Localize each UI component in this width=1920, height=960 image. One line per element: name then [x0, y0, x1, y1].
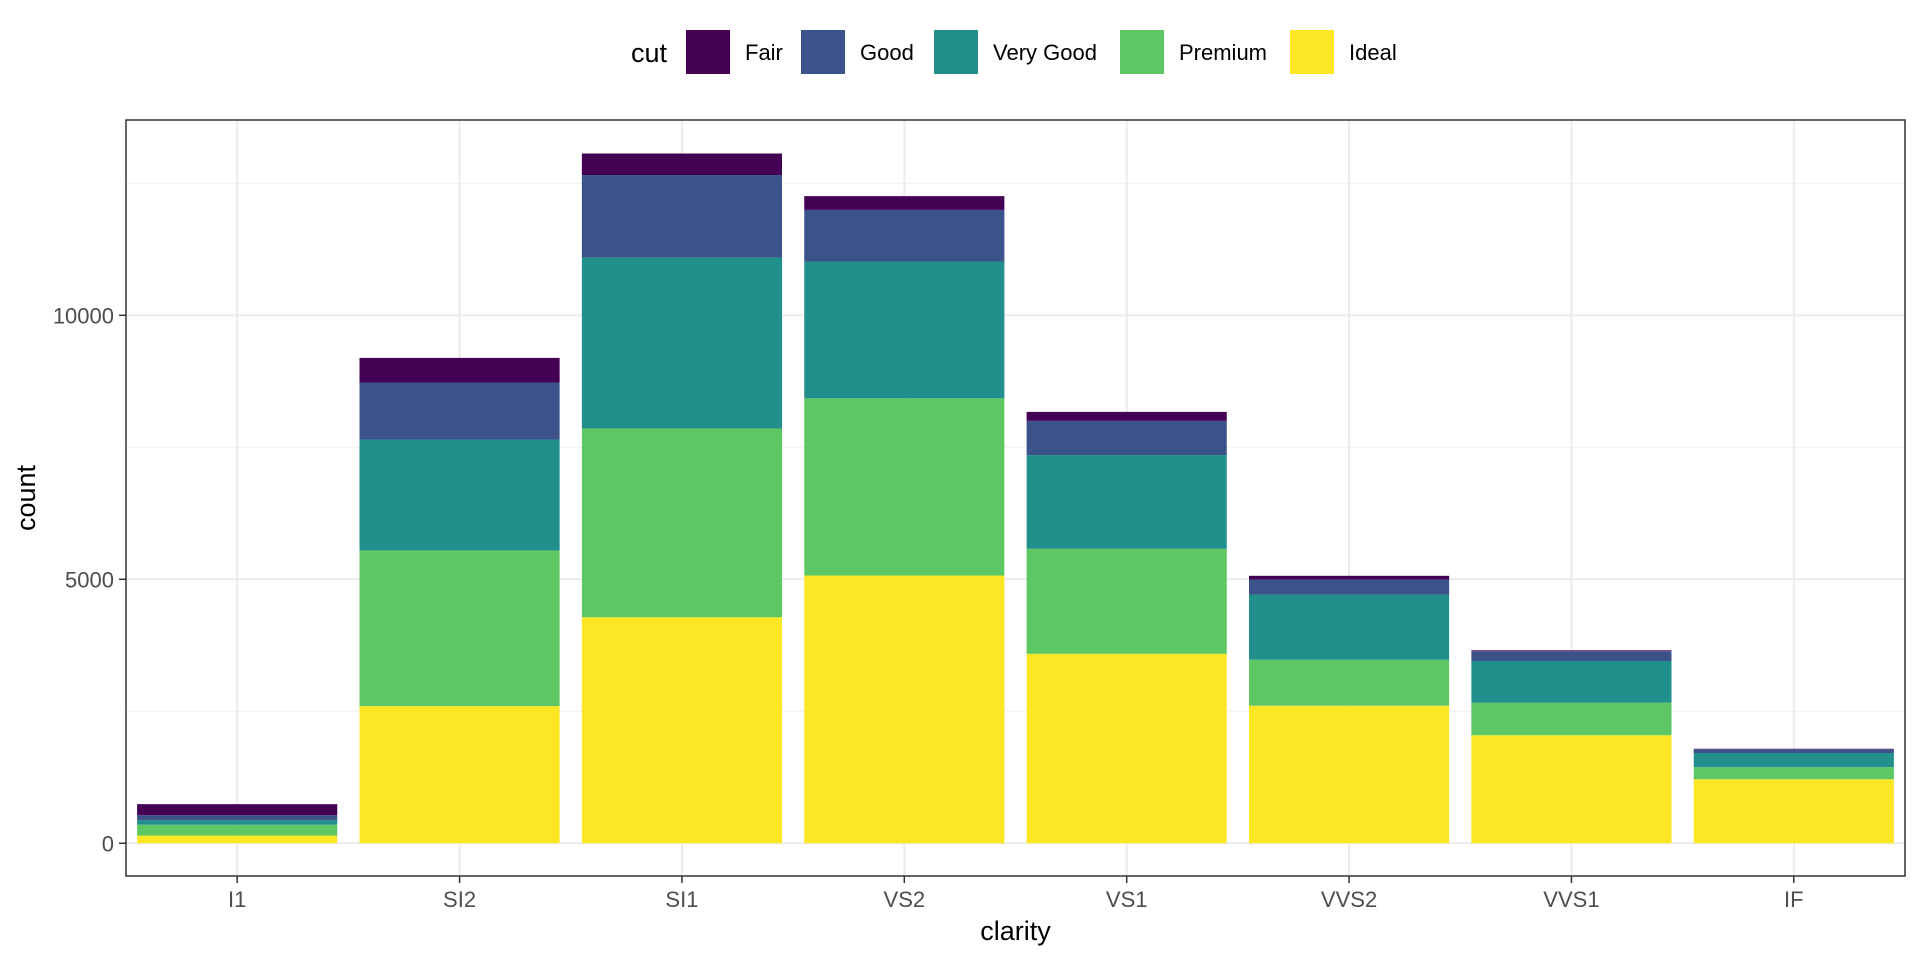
bar-segment-if-good	[1693, 749, 1894, 753]
bar-segment-i1-ideal	[137, 835, 338, 844]
x-tick-label: VVS2	[1321, 887, 1377, 912]
bar-segment-si2-premium	[359, 550, 560, 707]
bar-segment-i1-very-good	[137, 820, 338, 825]
bar-segment-vs1-good	[1026, 420, 1227, 456]
axis-ticks: 0 5000 10000 I1 SI2 SI1 VS2 VS1 VVS2 VVS1 IF	[53, 303, 1804, 912]
bar-segment-vvs2-ideal	[1248, 705, 1450, 844]
bar-segment-vvs2-fair	[1248, 575, 1450, 580]
legend-key-very-good	[934, 30, 978, 74]
bar-segment-i1-good	[137, 815, 338, 821]
panel-border	[125, 119, 1906, 877]
bar-segment-i1-premium	[137, 824, 338, 836]
bar-segment-vs2-premium	[804, 398, 1005, 576]
bar-segment-if-ideal	[1693, 779, 1894, 844]
bar-segment-vvs2-very-good	[1248, 594, 1450, 660]
bar-segment-si1-ideal	[581, 617, 783, 844]
bar-segment-if-very-good	[1693, 752, 1894, 768]
bar-segment-si1-very-good	[581, 257, 783, 429]
bar-segment-vs2-ideal	[804, 575, 1005, 844]
bar-segment-vvs2-premium	[1248, 659, 1450, 706]
x-tick-label: I1	[228, 887, 246, 912]
legend-key-ideal	[1290, 30, 1334, 74]
bar-segment-vvs1-ideal	[1471, 735, 1672, 844]
legend-key-good	[801, 30, 845, 74]
legend-key-fair	[686, 30, 730, 74]
bar-segment-vs1-ideal	[1026, 653, 1227, 844]
bar-segment-vvs1-good	[1471, 651, 1672, 662]
bar-segment-si1-good	[581, 175, 783, 258]
bar-segment-si2-ideal	[359, 706, 560, 844]
y-tick-label: 5000	[65, 567, 114, 592]
bar-segment-si2-good	[359, 382, 560, 440]
x-axis-title: clarity	[980, 916, 1051, 946]
bar-segment-si2-very-good	[359, 439, 560, 551]
x-tick-label: SI1	[665, 887, 698, 912]
bar-segment-vs2-fair	[804, 196, 1005, 210]
bar-segment-vs1-very-good	[1026, 455, 1227, 549]
y-tick-label: 0	[102, 831, 114, 856]
legend: cut Fair Good Very Good Premium Ideal	[631, 30, 1397, 74]
x-tick-label: VS1	[1106, 887, 1148, 912]
bars	[137, 153, 1894, 844]
bar-segment-vs2-good	[804, 209, 1005, 262]
bar-segment-vvs1-fair	[1471, 650, 1672, 652]
x-tick-label: VVS1	[1543, 887, 1599, 912]
bar-segment-vvs2-good	[1248, 579, 1450, 595]
legend-label-fair: Fair	[745, 40, 783, 65]
legend-title: cut	[631, 38, 668, 68]
legend-label-ideal: Ideal	[1349, 40, 1397, 65]
legend-label-good: Good	[860, 40, 914, 65]
bar-segment-i1-fair	[137, 804, 338, 816]
bar-segment-vs1-premium	[1026, 548, 1227, 654]
bar-segment-vs2-very-good	[804, 261, 1005, 399]
bar-segment-si2-fair	[359, 357, 560, 383]
legend-label-premium: Premium	[1179, 40, 1267, 65]
bar-segment-if-premium	[1693, 767, 1894, 780]
x-tick-label: SI2	[443, 887, 476, 912]
legend-key-premium	[1120, 30, 1164, 74]
y-axis-title: count	[11, 464, 41, 531]
bar-segment-vvs1-very-good	[1471, 661, 1672, 703]
y-tick-label: 10000	[53, 303, 114, 328]
x-tick-label: VS2	[884, 887, 926, 912]
bar-segment-vs1-fair	[1026, 411, 1227, 421]
bar-segment-si1-premium	[581, 428, 783, 618]
legend-label-very-good: Very Good	[993, 40, 1097, 65]
x-tick-label: IF	[1784, 887, 1804, 912]
bar-segment-si1-fair	[581, 153, 783, 176]
bar-segment-vvs1-premium	[1471, 702, 1672, 736]
